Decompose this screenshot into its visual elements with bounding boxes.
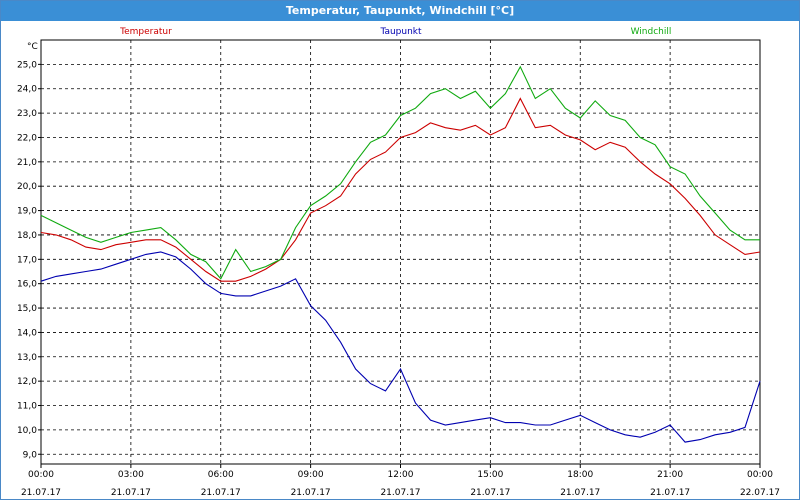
y-tick-label: 15,0 bbox=[17, 304, 37, 314]
series-line-temperatur bbox=[40, 97, 761, 282]
y-axis-unit-label: °C bbox=[27, 42, 38, 52]
window-title: Temperatur, Taupunkt, Windchill [°C] bbox=[1, 1, 799, 21]
legend-taupunkt: Taupunkt bbox=[379, 27, 422, 37]
y-tick-label: 12,0 bbox=[17, 377, 37, 387]
y-tick-label: 16,0 bbox=[17, 280, 37, 290]
x-tick-date-label: 21.07.17 bbox=[560, 488, 600, 498]
x-tick-date-label: 21.07.17 bbox=[291, 488, 331, 498]
y-tick-label: 24,0 bbox=[17, 85, 37, 95]
y-tick-label: 9,0 bbox=[23, 450, 38, 460]
y-tick-label: 18,0 bbox=[17, 231, 37, 241]
x-axis-ticks: 00:00 21.07.17 03:00 21.07.17 06:00 21.07.17 0… bbox=[21, 464, 780, 498]
x-tick-time-label: 15:00 bbox=[477, 470, 503, 480]
y-tick-label: 10,0 bbox=[17, 426, 37, 436]
x-tick-time-label: 03:00 bbox=[118, 470, 144, 480]
y-tick-label: 13,0 bbox=[17, 353, 37, 363]
x-tick-time-label: 09:00 bbox=[298, 470, 324, 480]
x-tick-date-label: 21.07.17 bbox=[380, 488, 420, 498]
y-tick-label: 14,0 bbox=[17, 328, 37, 338]
series-lines bbox=[40, 65, 761, 443]
x-tick-time-label: 12:00 bbox=[388, 470, 414, 480]
x-tick-date-label: 21.07.17 bbox=[21, 488, 61, 498]
x-tick-time-label: 00:00 bbox=[28, 470, 54, 480]
y-tick-label: 25,0 bbox=[17, 60, 37, 70]
chart-plot: 9,0 10,0 11,0 12,0 13,0 14,0 15,0 16,0 17,0 18,0 1… bbox=[17, 27, 780, 498]
y-tick-label: 22,0 bbox=[17, 133, 37, 143]
x-tick-time-label: 21:00 bbox=[657, 470, 683, 480]
y-tick-label: 20,0 bbox=[17, 182, 37, 192]
x-tick-date-label: 22.07.17 bbox=[740, 488, 780, 498]
series-line-taupunkt bbox=[40, 251, 761, 443]
legend-windchill: Windchill bbox=[631, 27, 672, 37]
x-tick-date-label: 21.07.17 bbox=[201, 488, 241, 498]
series-line-windchill bbox=[40, 65, 760, 280]
y-tick-label: 11,0 bbox=[17, 402, 37, 412]
legend-temperatur: Temperatur bbox=[119, 27, 172, 37]
y-axis-ticks: 9,0 10,0 11,0 12,0 13,0 14,0 15,0 16,0 17,0 18,0 1… bbox=[17, 60, 41, 460]
y-tick-label: 19,0 bbox=[17, 207, 37, 217]
grid-lines bbox=[41, 40, 760, 464]
x-tick-time-label: 00:00 bbox=[747, 470, 773, 480]
y-tick-label: 23,0 bbox=[17, 109, 37, 119]
x-tick-date-label: 21.07.17 bbox=[650, 488, 690, 498]
x-tick-date-label: 21.07.17 bbox=[111, 488, 151, 498]
y-tick-label: 21,0 bbox=[17, 158, 37, 168]
x-tick-date-label: 21.07.17 bbox=[470, 488, 510, 498]
x-tick-time-label: 18:00 bbox=[567, 470, 593, 480]
y-tick-label: 17,0 bbox=[17, 255, 37, 265]
x-tick-time-label: 06:00 bbox=[208, 470, 234, 480]
